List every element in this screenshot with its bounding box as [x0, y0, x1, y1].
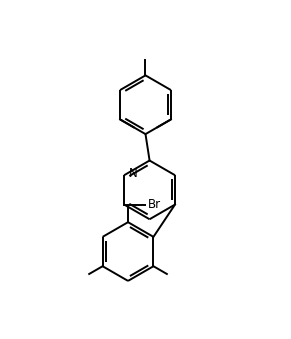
Text: Br: Br [148, 198, 161, 211]
Text: N: N [129, 167, 138, 180]
